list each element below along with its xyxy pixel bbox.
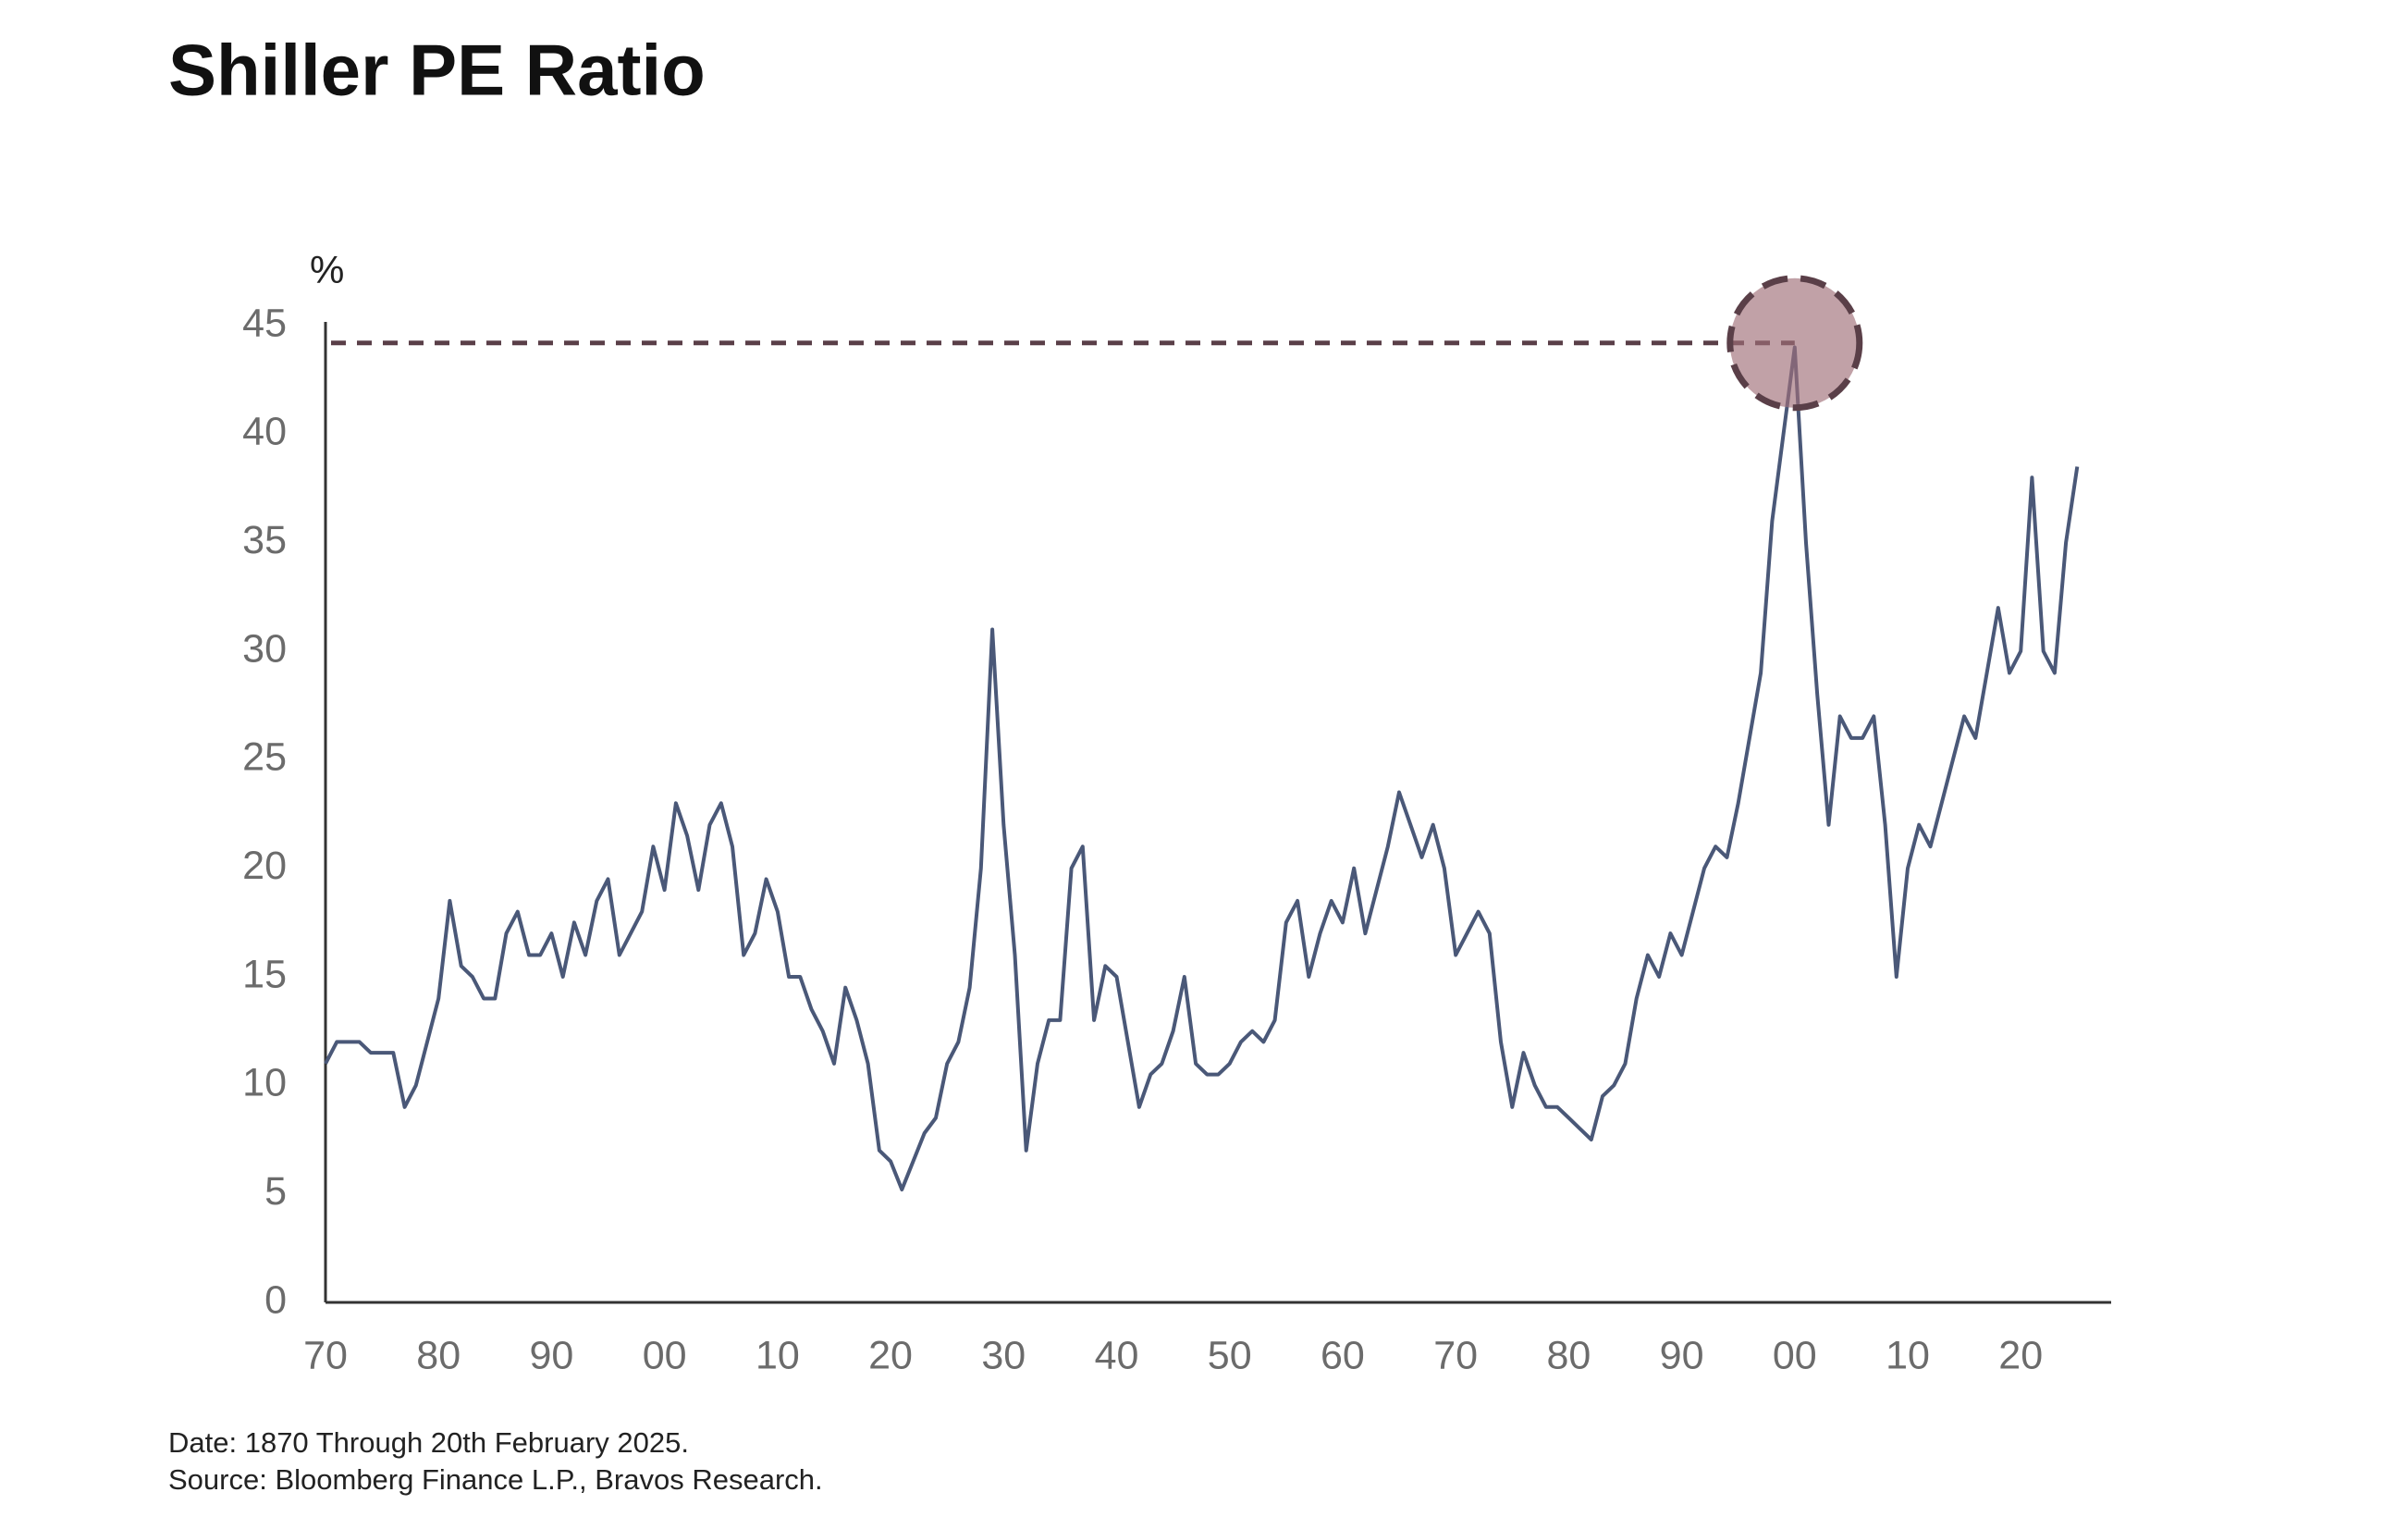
x-tick-label: 70: [303, 1333, 348, 1377]
chart-title: Shiller PE Ratio: [168, 30, 706, 111]
x-tick-label: 20: [868, 1333, 913, 1377]
y-tick-label: 35: [242, 518, 287, 562]
x-tick-label: 30: [981, 1333, 1026, 1377]
highlight-circle: [1726, 275, 1863, 412]
y-tick-label: 25: [242, 735, 287, 780]
x-tick-label: 50: [1208, 1333, 1252, 1377]
y-tick-label: 20: [242, 844, 287, 888]
x-tick-label: 10: [1886, 1333, 1930, 1377]
x-tick-label: 80: [1546, 1333, 1591, 1377]
x-tick-label: 80: [416, 1333, 461, 1377]
note: Source: Bloomberg Finance L.P., Bravos R…: [168, 1463, 823, 1496]
x-tick-label: 00: [643, 1333, 687, 1377]
x-tick-label: 60: [1321, 1333, 1365, 1377]
x-tick-label: 40: [1095, 1333, 1139, 1377]
x-tick-label: 70: [1433, 1333, 1478, 1377]
x-tick-label: 00: [1773, 1333, 1817, 1377]
y-tick-label: 30: [242, 626, 287, 671]
x-tick-label: 20: [1998, 1333, 2043, 1377]
y-tick-label: 5: [264, 1169, 287, 1214]
y-tick-label: 40: [242, 410, 287, 454]
y-tick-label: 45: [242, 301, 287, 345]
note: Date: 1870 Through 20th February 2025.: [168, 1426, 689, 1459]
y-tick-label: 10: [242, 1061, 287, 1105]
y-tick-label: 15: [242, 952, 287, 996]
x-tick-label: 90: [530, 1333, 574, 1377]
x-tick-label: 10: [756, 1333, 800, 1377]
x-tick-label: 90: [1660, 1333, 1704, 1377]
y-unit: %: [310, 248, 344, 291]
pe-line: [324, 345, 2080, 1191]
y-tick-label: 0: [264, 1277, 287, 1322]
